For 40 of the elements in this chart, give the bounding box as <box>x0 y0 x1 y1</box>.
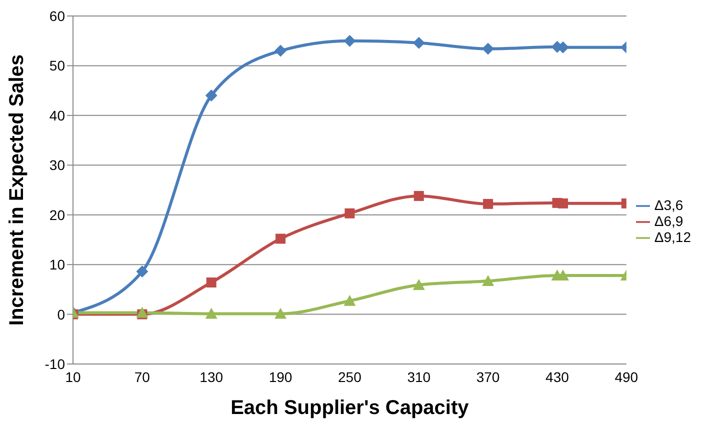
x-tick-label: 70 <box>134 368 150 385</box>
y-tick-label: 0 <box>57 306 66 322</box>
y-tick-label: 10 <box>49 256 66 273</box>
x-axis-title: Each Supplier's Capacity <box>230 397 470 419</box>
y-tick-label: 50 <box>49 58 66 74</box>
point <box>276 234 286 244</box>
point <box>344 208 355 218</box>
point <box>274 308 287 319</box>
y-tick-label: 20 <box>49 206 66 223</box>
point <box>206 277 216 288</box>
y-tick-label: 30 <box>49 157 66 174</box>
point <box>136 266 148 278</box>
legend-label: Δ6,9 <box>654 212 684 229</box>
x-tick-label: 430 <box>546 368 570 385</box>
point <box>482 42 494 55</box>
x-tick-label: 250 <box>338 368 362 385</box>
point <box>412 36 425 49</box>
legend-label: Δ3,6 <box>654 196 684 213</box>
y-axis-title: Increment in Expected Sales <box>6 54 28 326</box>
point <box>136 306 148 318</box>
point <box>483 198 494 209</box>
point <box>414 190 424 201</box>
point <box>482 274 494 286</box>
y-tick-label: 40 <box>49 107 66 124</box>
y-tick-label: 60 <box>49 8 66 24</box>
point <box>344 294 356 306</box>
point <box>274 44 287 57</box>
x-tick-label: 490 <box>614 368 638 385</box>
point <box>558 198 568 208</box>
x-tick-label: 10 <box>65 368 81 385</box>
x-tick-label: 130 <box>200 368 224 385</box>
point <box>344 34 356 47</box>
point <box>205 308 218 319</box>
legend-label: Δ9,12 <box>654 229 691 246</box>
x-tick-label: 190 <box>268 368 292 385</box>
point <box>205 90 218 102</box>
x-tick-label: 310 <box>407 368 431 385</box>
y-tick-label: -10 <box>44 356 66 372</box>
point <box>412 278 425 290</box>
x-tick-label: 370 <box>476 368 500 385</box>
